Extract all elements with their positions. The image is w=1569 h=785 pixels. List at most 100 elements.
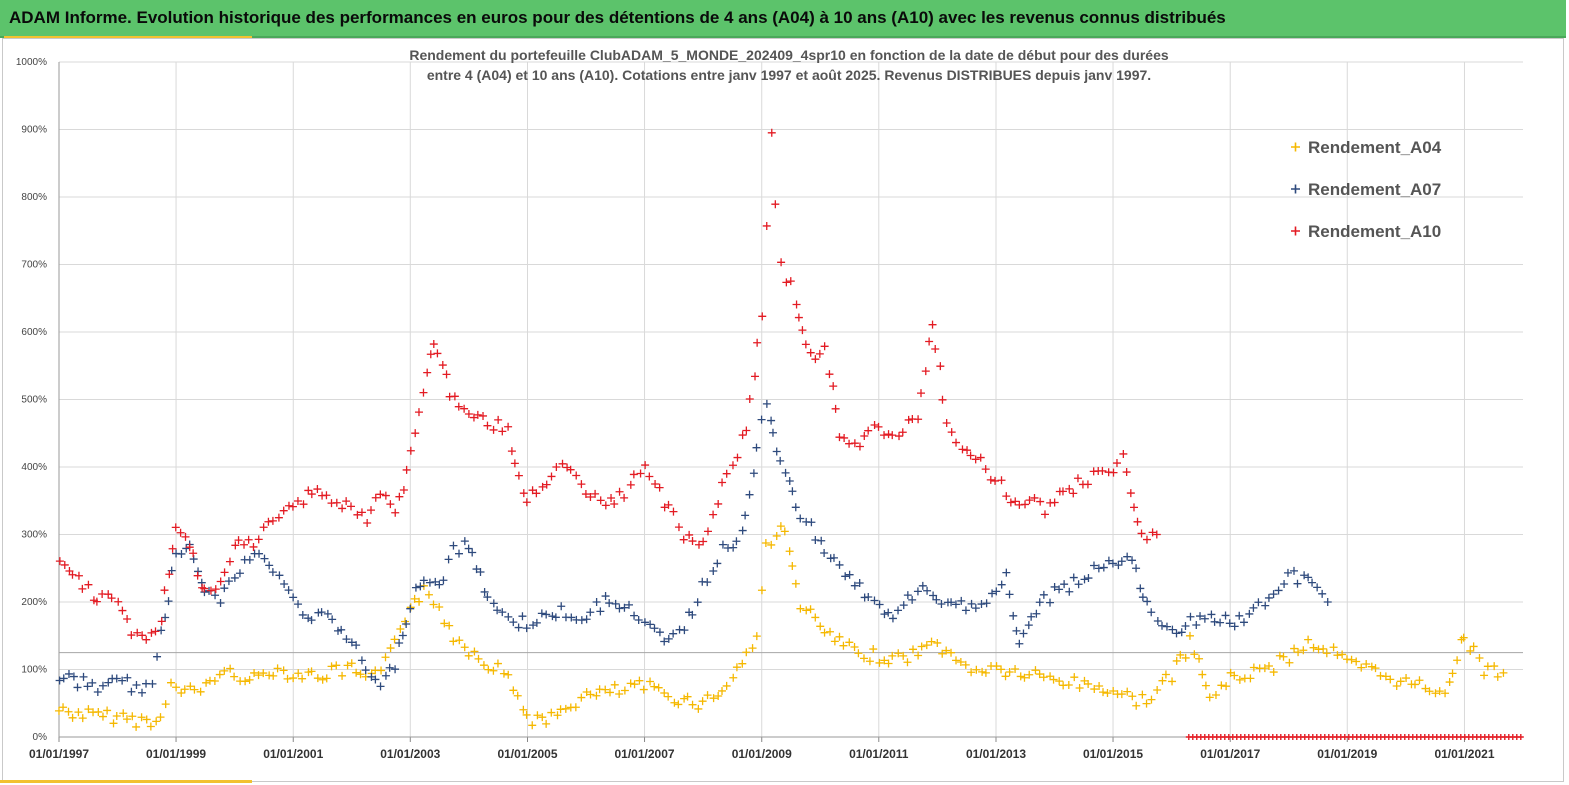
data-point [1046, 672, 1055, 681]
data-point [147, 628, 156, 637]
data-point [967, 668, 976, 677]
data-point [1246, 674, 1255, 683]
chart-title: Rendement du portefeuille ClubADAM_5_MON… [409, 47, 1168, 83]
data-point [732, 663, 741, 672]
data-point [1094, 564, 1103, 573]
data-point [1025, 670, 1034, 679]
data-point [742, 426, 751, 435]
data-point [322, 674, 331, 683]
data-point [786, 277, 795, 286]
data-point [738, 526, 747, 535]
data-point [283, 674, 292, 683]
data-point [982, 599, 991, 608]
x-tick-label: 01/01/2019 [1317, 747, 1377, 761]
data-point [654, 683, 663, 692]
data-point [73, 683, 82, 692]
data-point [114, 597, 123, 606]
data-point [776, 456, 785, 465]
data-point [196, 687, 205, 696]
data-point [381, 653, 390, 662]
chart-legend: Rendement_A04 Rendement_A07 Rendement_A10 [1291, 138, 1442, 241]
data-point [923, 586, 932, 595]
data-point [1448, 669, 1457, 678]
data-point [1333, 651, 1342, 660]
data-point [498, 427, 507, 436]
data-point [245, 555, 254, 564]
data-point [460, 404, 469, 413]
data-point [268, 568, 277, 577]
data-point [1195, 654, 1204, 663]
data-point [1293, 579, 1302, 588]
data-point [1181, 622, 1190, 631]
data-point [542, 610, 551, 619]
data-point [1396, 677, 1405, 686]
data-point [884, 659, 893, 668]
data-point [1319, 644, 1328, 653]
data-point [279, 666, 288, 675]
data-point [299, 500, 308, 509]
legend-marker [1291, 142, 1300, 152]
data-point [84, 580, 93, 589]
data-point [1119, 449, 1128, 458]
data-point [332, 498, 341, 507]
data-point [103, 706, 112, 715]
data-point [1035, 670, 1044, 679]
data-point [820, 628, 829, 637]
data-point [815, 349, 824, 358]
data-point [1352, 657, 1361, 666]
data-point [914, 415, 923, 424]
data-point [244, 535, 253, 544]
data-point [1309, 643, 1318, 652]
data-point [338, 504, 347, 513]
data-point [1002, 492, 1011, 501]
y-tick-label: 300% [21, 530, 47, 541]
data-point [1249, 603, 1258, 612]
data-point [424, 590, 433, 599]
chart-axes: 0% 100% 200% 300% 400% 500% 600% 700% 800% 900% 10… [16, 57, 1523, 761]
data-point [748, 644, 757, 653]
data-point [762, 399, 771, 408]
data-point [59, 674, 68, 683]
data-point [1347, 655, 1356, 664]
data-point [127, 687, 136, 696]
data-point [193, 571, 202, 580]
data-point [685, 530, 694, 539]
data-point [967, 599, 976, 608]
data-point [294, 669, 303, 678]
data-point [211, 591, 220, 600]
x-tick-label: 01/01/2005 [497, 747, 557, 761]
data-point [688, 537, 697, 546]
data-point [703, 527, 712, 536]
data-point [694, 540, 703, 549]
data-point [626, 679, 635, 688]
data-point [1245, 609, 1254, 618]
data-point [752, 443, 761, 452]
data-point [489, 599, 498, 608]
data-point [1453, 656, 1462, 665]
data-point [94, 707, 103, 716]
series-Rendement_A04 [54, 522, 1508, 731]
data-point [1021, 500, 1030, 509]
data-point [1011, 665, 1020, 674]
data-point [780, 527, 789, 536]
data-point [855, 442, 864, 451]
data-point [1190, 650, 1199, 659]
data-point [1040, 510, 1049, 519]
data-point [1386, 675, 1395, 684]
data-point [798, 326, 807, 335]
data-point [558, 459, 567, 468]
data-point [522, 498, 531, 507]
data-point [577, 693, 586, 702]
data-point [1069, 573, 1078, 582]
data-point [972, 665, 981, 674]
data-point [831, 404, 840, 413]
data-point [732, 537, 741, 546]
data-point [1158, 621, 1166, 630]
data-point [241, 677, 250, 686]
data-point [952, 438, 961, 447]
data-point [1147, 695, 1156, 704]
data-point [1415, 676, 1424, 685]
data-point [455, 636, 464, 645]
data-point [429, 600, 438, 609]
